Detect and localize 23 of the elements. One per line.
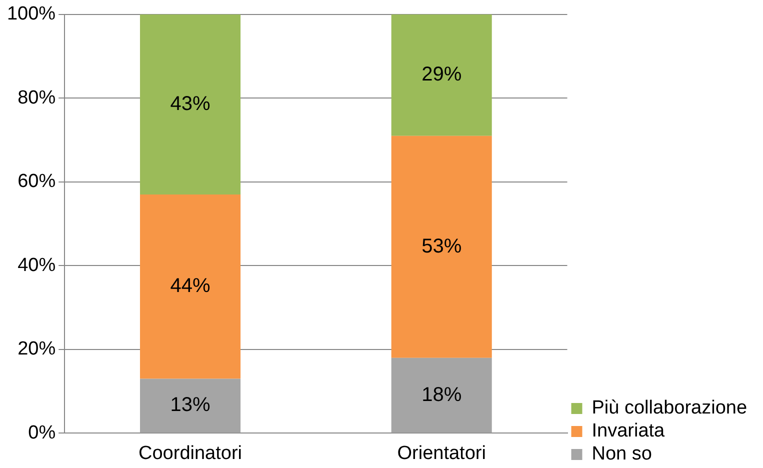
y-tick-label: 60% [18, 171, 56, 192]
y-tick-label: 0% [28, 422, 56, 444]
legend-label: Invariata [592, 420, 666, 442]
bar [391, 14, 492, 136]
bar [391, 358, 492, 433]
y-tick-label: 80% [18, 87, 56, 108]
y-tick-label: 40% [18, 254, 56, 276]
data-label: 44% [170, 275, 210, 298]
y-tick-label: 100% [6, 4, 56, 25]
bar [140, 378, 241, 433]
x-tick-label: Coordinatori [138, 442, 242, 464]
y-tick-label: 20% [18, 338, 56, 360]
data-label: 29% [422, 64, 462, 86]
legend-label: Più collaborazione [592, 398, 748, 419]
x-tick-label: Orientatori [397, 442, 486, 464]
bar [140, 14, 241, 194]
data-label: 43% [170, 92, 210, 115]
legend-label: Non so [592, 444, 652, 465]
data-label: 53% [422, 235, 462, 258]
bar [140, 194, 241, 379]
data-label: 18% [422, 384, 462, 406]
bar [391, 136, 492, 358]
data-label: 13% [170, 394, 210, 416]
